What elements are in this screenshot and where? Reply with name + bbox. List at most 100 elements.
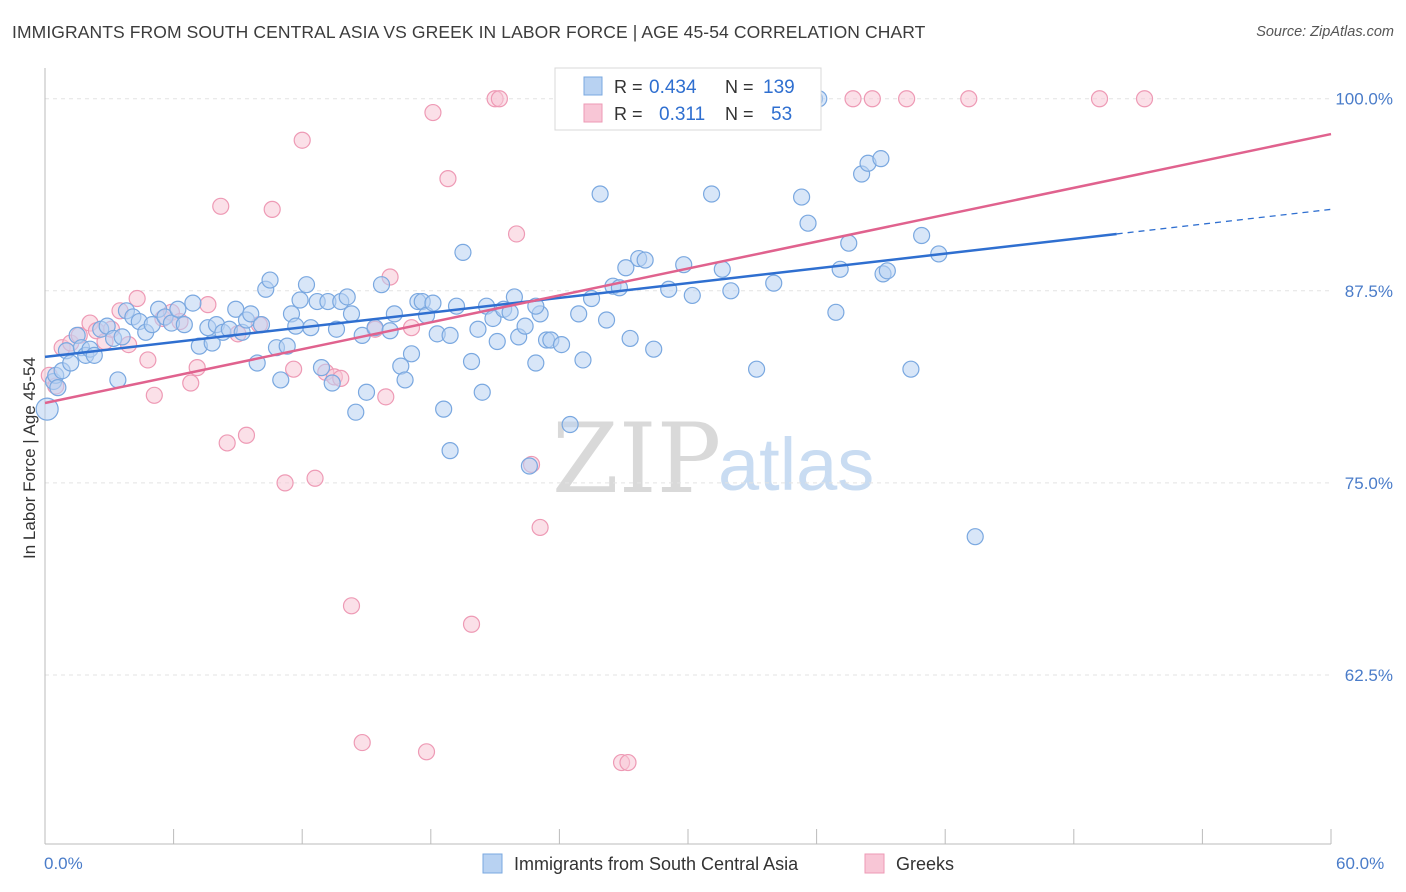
greeks-point [182,374,200,392]
legend-n-value-2: 53 [771,104,792,125]
legend-swatch-blue [583,76,603,96]
watermark-zip: ZIP [552,403,721,515]
immigrants-point [636,251,654,269]
correlation-legend: R = 0.434 N = 139 R = 0.311 N = 53 [554,67,822,131]
immigrants-point [473,383,491,401]
greeks-point [490,90,508,108]
greeks-point [263,200,281,218]
greeks-point [507,225,526,243]
immigrants-point [347,403,365,421]
greeks-point [237,426,256,444]
immigrants-point [242,305,260,323]
immigrants-point [338,288,356,306]
series-legend-label-blue: Immigrants from South Central Asia [514,854,799,874]
series-legend-swatch-blue [482,853,503,874]
immigrants-point [435,400,453,418]
immigrants-point [765,274,783,292]
greeks-point [199,296,217,314]
immigrants-point [291,291,309,309]
greeks-point [619,753,637,772]
greeks-point [276,474,294,492]
immigrants-point [261,271,279,289]
immigrants-point [827,303,845,321]
greeks-point [462,615,481,633]
immigrants-point [175,316,193,334]
greeks-point [960,90,978,108]
immigrants-point [840,234,858,252]
legend-swatch-pink [583,103,603,123]
greeks-point [417,743,436,761]
y-tick-label: 100.0% [1335,90,1393,109]
greeks-point [128,289,146,308]
immigrants-point [561,415,579,434]
immigrants-point [323,374,341,392]
immigrants-point [287,317,305,335]
immigrants-point [469,320,487,338]
immigrants-point [272,371,290,389]
immigrants-point [552,335,571,354]
immigrants-point [597,311,616,329]
immigrants-point [312,359,331,377]
immigrants-point [570,305,588,323]
immigrants-point [49,379,67,397]
greeks-point [898,90,916,108]
immigrants-point [799,214,817,232]
immigrants-point [297,276,316,294]
immigrants-point [462,352,481,371]
immigrants-point [966,528,984,546]
immigrants-point [441,326,459,344]
series-legend-label-pink: Greeks [896,854,954,874]
immigrants-point [357,383,376,401]
greeks-point [844,90,862,108]
immigrants-point [621,329,639,348]
immigrants-point [278,337,296,355]
immigrants-point [527,354,545,372]
grid [45,98,1331,676]
legend-r-label-2: R = [614,104,643,124]
y-axis-title: In Labor Force | Age 45-54 [20,357,39,559]
immigrants-point [574,351,592,369]
greeks-point [353,733,371,752]
immigrants-point [747,360,766,378]
watermark-atlas: atlas [718,423,874,506]
immigrants-trendline [44,232,1117,359]
immigrants-point [402,345,421,363]
immigrants-point [878,262,896,280]
y-tick-label: 75.0% [1345,474,1393,493]
immigrants-point [447,297,466,315]
x-tick-label-min: 0.0% [44,854,83,873]
immigrants-point [516,317,534,335]
chart-title: IMMIGRANTS FROM SOUTH CENTRAL ASIA VS GR… [12,22,926,42]
greeks-point [439,170,457,188]
immigrants-point [792,188,811,206]
immigrants-point [831,260,849,278]
immigrants-point [385,305,403,323]
greeks-point [218,434,236,452]
greeks-point [212,197,230,215]
immigrants-point [424,294,442,312]
greeks-point [377,388,395,406]
legend-n-label-1: N = [725,77,754,97]
greeks-point [531,518,549,537]
legend-n-label-2: N = [725,104,754,124]
greeks-point [293,131,311,149]
source-credit: Source: ZipAtlas.com [1256,24,1394,40]
immigrants-point [702,185,721,203]
greeks-point [306,469,324,487]
immigrants-point [327,320,346,338]
immigrants-point [617,259,635,277]
immigrants-point [454,243,472,261]
greeks-point [1090,90,1109,108]
immigrants-point [722,282,740,300]
series-legend-swatch-pink [864,853,885,874]
immigrants-point [169,300,187,318]
immigrants-point [683,286,701,305]
immigrants-point [645,340,663,358]
legend-r-label-1: R = [614,77,643,97]
y-tick-label: 87.5% [1345,282,1393,301]
immigrants-point [872,150,890,168]
immigrants-point [441,442,459,460]
immigrants-point [913,226,931,245]
immigrants-point [342,305,361,323]
